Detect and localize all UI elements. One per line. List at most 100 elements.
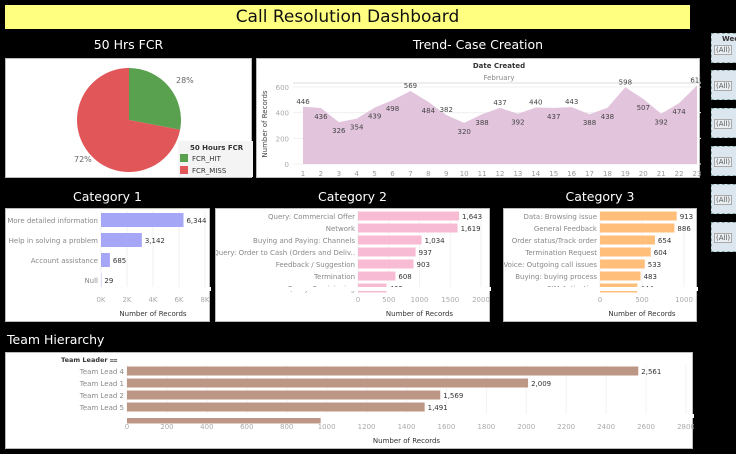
x-tick: 5 bbox=[372, 170, 376, 178]
x-tick: 8 bbox=[426, 170, 430, 178]
data-label: 438 bbox=[601, 113, 614, 121]
data-label: 437 bbox=[547, 113, 560, 121]
x-tick: 400 bbox=[200, 423, 213, 431]
x-axis-title: Number of Records bbox=[119, 310, 187, 318]
data-label: 484 bbox=[422, 107, 436, 115]
y-tick: 200 bbox=[276, 135, 289, 143]
bar-label: Termination Request bbox=[524, 249, 597, 257]
fcr-title: 50 Hrs FCR bbox=[93, 37, 164, 52]
bar-label: Voice: Outgoing call issues bbox=[504, 261, 597, 269]
x-tick: 2 bbox=[319, 170, 323, 178]
filter-card[interactable]: (All) bbox=[711, 146, 736, 176]
x-tick: 2800 bbox=[677, 423, 694, 431]
team-panel: 0 200 400 600 800 1000 1200 1400 1600 1800 2000 220… bbox=[5, 352, 736, 449]
trend-area bbox=[303, 85, 697, 164]
filter-dropdown[interactable]: (All) bbox=[714, 119, 733, 129]
data-label: 320 bbox=[457, 128, 470, 136]
filter-dropdown[interactable]: (All) bbox=[714, 195, 733, 205]
bar-label: Order status/Track order bbox=[512, 237, 597, 245]
x-tick: 4 bbox=[354, 170, 359, 178]
bar-label: General Feedback bbox=[534, 225, 598, 233]
filter-card[interactable]: Wee (All) bbox=[711, 33, 736, 63]
x-tick: 2K bbox=[122, 296, 131, 304]
x-tick: 2000 bbox=[472, 296, 490, 304]
x-tick: 15 bbox=[549, 170, 558, 178]
data-label: 507 bbox=[637, 104, 650, 112]
bar-label: Query: Order to Cash (Orders and Deliv.. bbox=[216, 249, 355, 257]
value-label: 913 bbox=[680, 213, 693, 221]
bar bbox=[600, 259, 645, 269]
data-label: 446 bbox=[296, 98, 310, 106]
data-label: 612 bbox=[690, 76, 701, 84]
bar bbox=[127, 402, 425, 412]
bar-label: Termination bbox=[313, 273, 355, 281]
bar bbox=[358, 211, 460, 221]
bar-label: Team Lead 2 bbox=[79, 392, 124, 400]
category-1-bar-chart: 0K 2K 4K 6K 8K More detailed information 6,344… bbox=[6, 211, 736, 318]
value-label: 608 bbox=[398, 273, 411, 281]
filter-dropdown[interactable]: (All) bbox=[714, 81, 733, 91]
bar bbox=[600, 223, 675, 233]
data-label: 392 bbox=[654, 119, 667, 127]
x-tick: 200 bbox=[160, 423, 173, 431]
legend-item: FCR_HIT bbox=[192, 155, 222, 163]
data-label: 439 bbox=[368, 113, 381, 121]
dashboard-title: Call Resolution Dashboard bbox=[5, 5, 690, 29]
x-tick: 13 bbox=[513, 170, 522, 178]
value-label: 6,344 bbox=[186, 217, 207, 225]
fcr-panel: 28% 72% 50 Hours FCR FCR_HIT FCR_MISS bbox=[5, 58, 253, 178]
x-tick: 19 bbox=[621, 170, 630, 178]
filter-dropdown[interactable]: (All) bbox=[714, 157, 733, 167]
value-label: 903 bbox=[417, 261, 430, 269]
category-3-panel: 0 500 1000 Data: Browsing issue 913 General F… bbox=[503, 208, 736, 322]
filter-dropdown[interactable]: (All) bbox=[714, 45, 733, 55]
x-tick: 1800 bbox=[477, 423, 495, 431]
bar-label: Account assistance bbox=[31, 257, 98, 265]
category-2-bar-chart: 0 500 1000 1500 2000 Query: Commercial Offer 1… bbox=[213, 211, 736, 318]
x-tick: 2200 bbox=[557, 423, 575, 431]
team-hierarchy-title: Team Hierarchy bbox=[7, 332, 105, 347]
x-tick: 1400 bbox=[398, 423, 416, 431]
y-tick: 400 bbox=[276, 110, 289, 118]
value-label: 937 bbox=[419, 249, 432, 257]
bar bbox=[358, 223, 458, 233]
value-label: 29 bbox=[104, 277, 113, 285]
data-label: 326 bbox=[332, 127, 346, 135]
x-tick: 1 bbox=[301, 170, 305, 178]
value-label: 1,569 bbox=[443, 392, 463, 400]
bar bbox=[600, 235, 655, 245]
bar-label: Data: Browsing issue bbox=[523, 213, 597, 221]
x-tick: 8K bbox=[200, 296, 209, 304]
x-tick: 12 bbox=[496, 170, 505, 178]
data-label: 443 bbox=[565, 98, 578, 106]
filter-card[interactable]: (All) bbox=[711, 222, 736, 252]
x-tick: 16 bbox=[567, 170, 576, 178]
x-tick: 0 bbox=[125, 423, 129, 431]
data-label: 440 bbox=[529, 99, 542, 107]
filter-card[interactable]: (All) bbox=[711, 70, 736, 100]
x-tick: 9 bbox=[444, 170, 448, 178]
value-label: 654 bbox=[658, 237, 672, 245]
x-tick: 22 bbox=[675, 170, 684, 178]
x-tick: 0K bbox=[96, 296, 105, 304]
value-label: 1,643 bbox=[462, 213, 482, 221]
x-tick: 2400 bbox=[597, 423, 615, 431]
bar bbox=[600, 247, 651, 257]
bar bbox=[358, 271, 396, 281]
filter-card[interactable]: (All) bbox=[711, 108, 736, 138]
x-tick: 7 bbox=[408, 170, 412, 178]
bar bbox=[127, 390, 441, 400]
team-leader-header: Team Leader ⩵ bbox=[61, 356, 118, 364]
axis-mask bbox=[216, 287, 736, 291]
x-tick: 10 bbox=[460, 170, 469, 178]
axis-mask bbox=[504, 287, 736, 291]
bar-label: Query: Commercial Offer bbox=[268, 213, 355, 221]
y-tick: 0 bbox=[285, 161, 289, 169]
filter-dropdown[interactable]: (All) bbox=[714, 233, 733, 243]
x-tick: 0 bbox=[356, 296, 360, 304]
filter-card[interactable]: (All) bbox=[711, 184, 736, 214]
category-3-title: Category 3 bbox=[565, 189, 635, 204]
bar-label: Team Lead 1 bbox=[79, 380, 124, 388]
bar-label: Network bbox=[326, 225, 356, 233]
x-tick: 21 bbox=[657, 170, 666, 178]
